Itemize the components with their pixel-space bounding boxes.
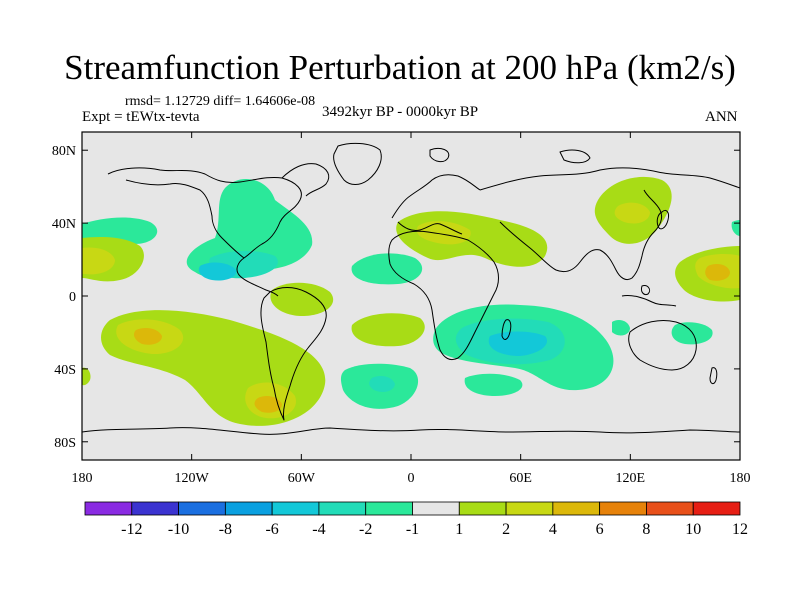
colorbar-label: -6 <box>265 521 278 538</box>
lat-tick-label: 40N <box>52 217 76 232</box>
contour-region-positive <box>82 367 91 386</box>
colorbar-label: -8 <box>219 521 232 538</box>
contour-region-positive-core <box>416 221 471 245</box>
colorbar-label: 2 <box>502 521 510 538</box>
colorbar-label: 6 <box>596 521 604 538</box>
contour-region-negative-core <box>488 331 548 356</box>
colorbar-swatch <box>271 501 320 516</box>
contour-region-positive-core <box>705 264 730 281</box>
colorbar-swatch <box>365 501 413 516</box>
colorbar-label: -2 <box>359 521 372 538</box>
season-label: ANN <box>705 109 738 125</box>
colorbar: -12 -10 -8 -6 -4 -2 -1 1 2 4 6 8 10 12 <box>84 501 748 538</box>
lon-tick-label: 0 <box>408 471 415 486</box>
contour-region-negative-core <box>198 262 237 281</box>
lat-tick-label: 0 <box>69 290 76 305</box>
lat-tick-label: 40S <box>54 363 76 378</box>
colorbar-swatch <box>318 501 367 516</box>
colorbar-label: -12 <box>121 521 142 538</box>
colorbar-swatch <box>412 501 460 516</box>
contour-region-negative <box>731 220 740 236</box>
coastlines <box>82 142 740 435</box>
contour-region-negative <box>351 253 423 285</box>
lon-tick-label: 60W <box>288 471 316 486</box>
colorbar-swatch <box>692 501 741 516</box>
colorbar-swatch <box>599 501 647 516</box>
contour-region-negative-core <box>369 376 395 392</box>
contour-region-positive-core <box>254 396 282 413</box>
map-title: Streamfunction Perturbation at 200 hPa (… <box>64 48 736 87</box>
contour-region-negative <box>464 373 523 396</box>
contour-region-positive <box>351 313 425 347</box>
colorbar-swatch <box>552 501 601 516</box>
lon-tick-label: 180 <box>72 471 93 486</box>
contour-region-positive-core <box>82 247 115 275</box>
colorbar-label: -10 <box>168 521 189 538</box>
contour-region-positive-core <box>614 202 650 224</box>
period-label: 3492kyr BP - 0000kyr BP <box>322 104 479 120</box>
colorbar-swatch <box>458 501 507 516</box>
colorbar-label: -1 <box>406 521 419 538</box>
lon-tick-label: 60E <box>509 471 532 486</box>
experiment-label: Expt = tEWtx-tevta <box>82 109 200 125</box>
lon-tick-label: 180 <box>730 471 751 486</box>
colorbar-swatch <box>178 501 226 516</box>
contour-region-negative <box>612 320 630 336</box>
colorbar-swatch <box>224 501 273 516</box>
lon-tick-label: 120W <box>175 471 210 486</box>
colorbar-swatch <box>131 501 179 516</box>
colorbar-label: 8 <box>642 521 650 538</box>
colorbar-label: 1 <box>455 521 463 538</box>
contour-field <box>82 142 740 435</box>
lat-tick-label: 80S <box>54 436 76 451</box>
colorbar-label: 10 <box>685 521 701 538</box>
contour-region-positive-core <box>134 328 162 345</box>
colorbar-label: -4 <box>312 521 325 538</box>
map-axes: 180 120W 60W 0 60E 120E 180 80N 40N 0 40S 80S <box>52 132 751 486</box>
colorbar-swatch <box>84 501 133 516</box>
lon-tick-label: 120E <box>616 471 646 486</box>
colorbar-label: 4 <box>549 521 557 538</box>
contour-region-positive <box>270 282 334 316</box>
lat-tick-label: 80N <box>52 144 76 159</box>
contour-region-negative <box>671 322 713 345</box>
colorbar-label: 12 <box>732 521 748 538</box>
contour-region-negative <box>186 178 313 278</box>
rmsd-diff-stats: rmsd= 1.12729 diff= 1.64606e-08 <box>125 94 316 109</box>
colorbar-swatch <box>505 501 554 516</box>
colorbar-swatch <box>646 501 694 516</box>
